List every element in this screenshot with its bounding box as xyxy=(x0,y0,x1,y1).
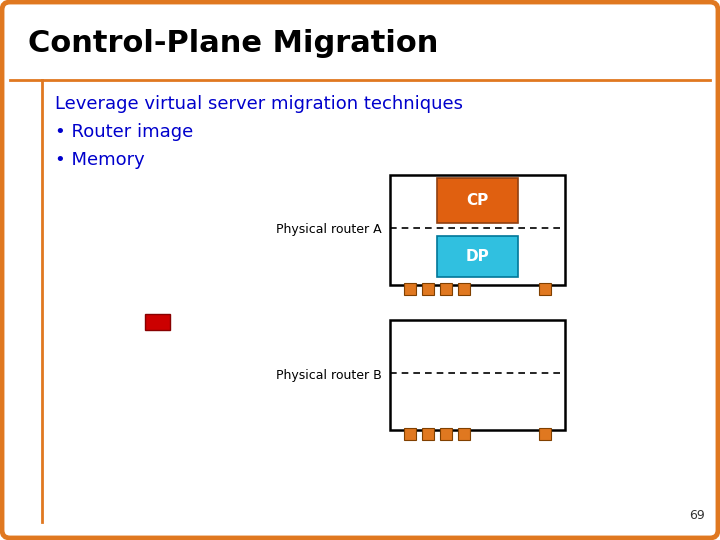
Text: CP: CP xyxy=(467,193,489,208)
Text: • Memory: • Memory xyxy=(55,151,145,169)
Bar xyxy=(458,428,470,440)
Text: 69: 69 xyxy=(689,509,705,522)
Bar xyxy=(422,428,434,440)
Bar xyxy=(10,10,710,80)
Bar xyxy=(539,428,551,440)
Text: • Router image: • Router image xyxy=(55,123,193,141)
Text: Physical router B: Physical router B xyxy=(276,368,382,381)
Text: Physical router A: Physical router A xyxy=(276,224,382,237)
Bar xyxy=(437,236,518,277)
Bar xyxy=(440,283,452,295)
Bar xyxy=(404,283,416,295)
Bar xyxy=(404,428,416,440)
Bar xyxy=(422,283,434,295)
Bar xyxy=(458,283,470,295)
Bar xyxy=(539,283,551,295)
Text: Control-Plane Migration: Control-Plane Migration xyxy=(28,30,438,58)
Bar xyxy=(42,80,710,522)
Text: DP: DP xyxy=(466,249,490,264)
Text: Leverage virtual server migration techniques: Leverage virtual server migration techni… xyxy=(55,95,463,113)
Bar xyxy=(440,428,452,440)
Bar xyxy=(390,320,565,430)
Bar xyxy=(437,178,518,223)
Bar xyxy=(145,314,170,330)
Bar xyxy=(390,175,565,285)
